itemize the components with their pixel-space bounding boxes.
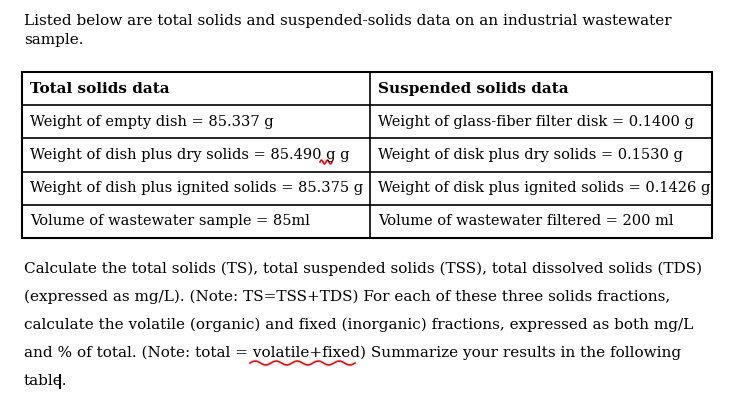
Text: Weight of empty dish = 85.337 g: Weight of empty dish = 85.337 g xyxy=(30,115,274,129)
Text: Listed below are total solids and suspended-solids data on an industrial wastewa: Listed below are total solids and suspen… xyxy=(24,14,672,28)
Text: Volume of wastewater filtered = 200 ml: Volume of wastewater filtered = 200 ml xyxy=(378,214,674,228)
Text: sample.: sample. xyxy=(24,33,84,47)
Text: Weight of dish plus ignited solids = 85.375 g: Weight of dish plus ignited solids = 85.… xyxy=(30,181,363,195)
Text: and % of total. (Note: total = volatile+fixed) Summarize your results in the fol: and % of total. (Note: total = volatile+… xyxy=(24,346,681,360)
Text: Total solids data: Total solids data xyxy=(30,82,170,96)
Text: calculate the volatile (organic) and fixed (inorganic) fractions, expressed as b: calculate the volatile (organic) and fix… xyxy=(24,318,693,332)
Text: Weight of glass-fiber filter disk = 0.1400 g: Weight of glass-fiber filter disk = 0.14… xyxy=(378,115,694,129)
Text: Weight of dish plus dry solids = 85.490 g g: Weight of dish plus dry solids = 85.490 … xyxy=(30,148,349,162)
Text: table.: table. xyxy=(24,374,68,388)
Text: Suspended solids data: Suspended solids data xyxy=(378,82,569,96)
Text: Weight of disk plus ignited solids = 0.1426 g: Weight of disk plus ignited solids = 0.1… xyxy=(378,181,711,195)
Text: (expressed as mg/L). (Note: TS=TSS+TDS) For each of these three solids fractions: (expressed as mg/L). (Note: TS=TSS+TDS) … xyxy=(24,290,670,304)
Text: Volume of wastewater sample = 85ml: Volume of wastewater sample = 85ml xyxy=(30,214,310,228)
Text: Weight of disk plus dry solids = 0.1530 g: Weight of disk plus dry solids = 0.1530 … xyxy=(378,148,683,162)
Text: Calculate the total solids (TS), total suspended solids (TSS), total dissolved s: Calculate the total solids (TS), total s… xyxy=(24,262,702,277)
Bar xyxy=(22,72,712,238)
